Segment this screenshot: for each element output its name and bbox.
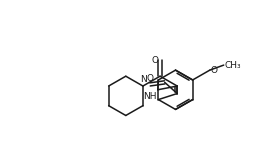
Text: O: O	[146, 74, 153, 83]
Text: O: O	[151, 56, 158, 65]
Text: NH: NH	[143, 92, 157, 101]
Text: N: N	[140, 75, 147, 84]
Text: O: O	[211, 66, 218, 75]
Text: CH₃: CH₃	[225, 61, 241, 70]
